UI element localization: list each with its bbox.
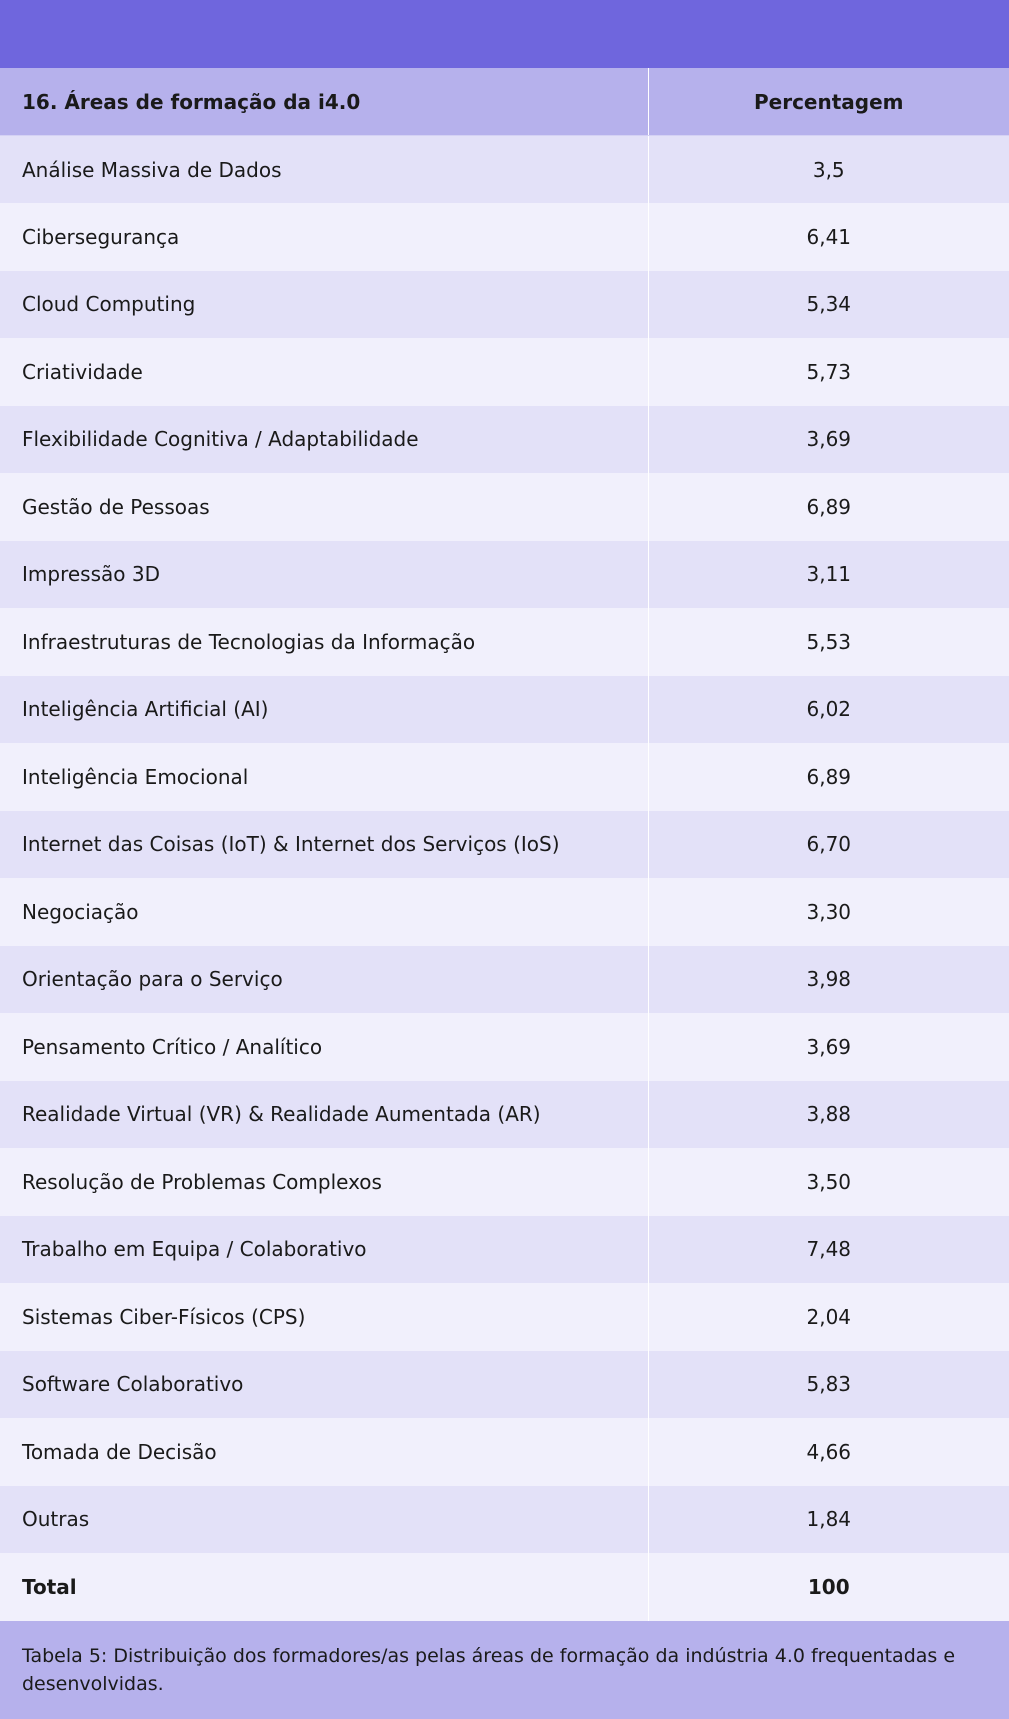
- row-percentage: 3,69: [648, 1013, 1009, 1081]
- table-row: Impressão 3D 3,11: [0, 540, 1009, 608]
- row-percentage: 3,98: [648, 945, 1009, 1013]
- total-label: Total: [0, 1553, 649, 1621]
- table-row: Orientação para o Serviço 3,98: [0, 945, 1009, 1013]
- row-percentage: 3,5: [648, 135, 1009, 203]
- table-row: Análise Massiva de Dados 3,5: [0, 135, 1009, 203]
- table-row: Tomada de Decisão 4,66: [0, 1418, 1009, 1486]
- table-row: Pensamento Crítico / Analítico 3,69: [0, 1013, 1009, 1081]
- row-area: Outras: [0, 1485, 649, 1553]
- table-row: Infraestruturas de Tecnologias da Inform…: [0, 608, 1009, 676]
- table-row: Criatividade 5,73: [0, 338, 1009, 406]
- table-row: Cibersegurança 6,41: [0, 203, 1009, 271]
- row-percentage: 3,11: [648, 540, 1009, 608]
- row-percentage: 6,89: [648, 743, 1009, 811]
- row-area: Infraestruturas de Tecnologias da Inform…: [0, 608, 649, 676]
- table-row: Outras 1,84: [0, 1485, 1009, 1553]
- row-area: Cibersegurança: [0, 203, 649, 271]
- table-row: Internet das Coisas (IoT) & Internet dos…: [0, 810, 1009, 878]
- total-row: Total 100: [0, 1553, 1009, 1621]
- table-caption: Tabela 5: Distribuição dos formadores/as…: [0, 1621, 1009, 1719]
- row-percentage: 3,30: [648, 878, 1009, 946]
- row-area: Realidade Virtual (VR) & Realidade Aumen…: [0, 1080, 649, 1148]
- table-row: Gestão de Pessoas 6,89: [0, 473, 1009, 541]
- row-percentage: 6,89: [648, 473, 1009, 541]
- row-area: Negociação: [0, 878, 649, 946]
- table-row: Inteligência Artificial (AI) 6,02: [0, 675, 1009, 743]
- table-row: Flexibilidade Cognitiva / Adaptabilidade…: [0, 405, 1009, 473]
- row-area: Inteligência Artificial (AI): [0, 675, 649, 743]
- row-percentage: 5,83: [648, 1350, 1009, 1418]
- header-percentage: Percentagem: [648, 68, 1009, 136]
- row-area: Flexibilidade Cognitiva / Adaptabilidade: [0, 405, 649, 473]
- row-area: Orientação para o Serviço: [0, 945, 649, 1013]
- row-percentage: 6,41: [648, 203, 1009, 271]
- table-row: Negociação 3,30: [0, 878, 1009, 946]
- row-area: Cloud Computing: [0, 270, 649, 338]
- row-percentage: 3,88: [648, 1080, 1009, 1148]
- row-percentage: 6,70: [648, 810, 1009, 878]
- row-percentage: 3,69: [648, 405, 1009, 473]
- table-row: Software Colaborativo 5,83: [0, 1350, 1009, 1418]
- total-value: 100: [648, 1553, 1009, 1621]
- row-area: Inteligência Emocional: [0, 743, 649, 811]
- row-area: Análise Massiva de Dados: [0, 135, 649, 203]
- row-percentage: 4,66: [648, 1418, 1009, 1486]
- row-area: Internet das Coisas (IoT) & Internet dos…: [0, 810, 649, 878]
- table-row: Trabalho em Equipa / Colaborativo 7,48: [0, 1215, 1009, 1283]
- row-area: Resolução de Problemas Complexos: [0, 1148, 649, 1216]
- row-area: Software Colaborativo: [0, 1350, 649, 1418]
- row-percentage: 1,84: [648, 1485, 1009, 1553]
- row-percentage: 2,04: [648, 1283, 1009, 1351]
- table-header-row: 16. Áreas de formação da i4.0 Percentage…: [0, 68, 1009, 136]
- row-area: Pensamento Crítico / Analítico: [0, 1013, 649, 1081]
- row-percentage: 3,50: [648, 1148, 1009, 1216]
- table-row: Inteligência Emocional 6,89: [0, 743, 1009, 811]
- row-percentage: 5,34: [648, 270, 1009, 338]
- row-area: Criatividade: [0, 338, 649, 406]
- table-row: Cloud Computing 5,34: [0, 270, 1009, 338]
- row-area: Gestão de Pessoas: [0, 473, 649, 541]
- row-percentage: 6,02: [648, 675, 1009, 743]
- row-percentage: 7,48: [648, 1215, 1009, 1283]
- table-row: Sistemas Ciber-Físicos (CPS) 2,04: [0, 1283, 1009, 1351]
- row-area: Sistemas Ciber-Físicos (CPS): [0, 1283, 649, 1351]
- table-body: Análise Massiva de Dados 3,5 Cibersegura…: [0, 135, 1009, 1621]
- top-color-band: [0, 0, 1009, 68]
- table-row: Resolução de Problemas Complexos 3,50: [0, 1148, 1009, 1216]
- training-areas-table: 16. Áreas de formação da i4.0 Percentage…: [0, 68, 1009, 1621]
- table-row: Realidade Virtual (VR) & Realidade Aumen…: [0, 1080, 1009, 1148]
- row-area: Tomada de Decisão: [0, 1418, 649, 1486]
- header-area: 16. Áreas de formação da i4.0: [0, 68, 649, 136]
- row-area: Trabalho em Equipa / Colaborativo: [0, 1215, 649, 1283]
- row-percentage: 5,53: [648, 608, 1009, 676]
- row-percentage: 5,73: [648, 338, 1009, 406]
- row-area: Impressão 3D: [0, 540, 649, 608]
